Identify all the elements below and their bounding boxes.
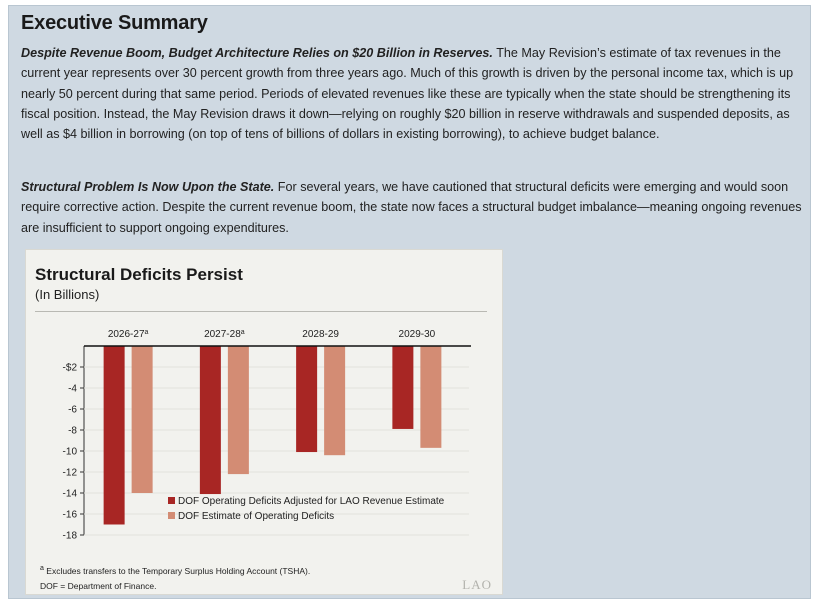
lao-logo: LAO — [462, 577, 492, 592]
y-tick-label: -8 — [68, 426, 77, 437]
bar-dof-estimate — [131, 346, 153, 493]
bar-dof-estimate — [420, 346, 442, 448]
legend-label: DOF Operating Deficits Adjusted for LAO … — [178, 496, 445, 507]
y-tick-label: -14 — [63, 489, 78, 500]
legend-label: DOF Estimate of Operating Deficits — [178, 511, 334, 522]
category-superscript: a — [145, 329, 149, 336]
y-tick-label: -18 — [63, 531, 78, 542]
y-tick-label: -6 — [68, 405, 77, 416]
footnote-dof: DOF = Department of Finance. — [40, 581, 157, 591]
bar-lao-adjusted — [103, 346, 125, 525]
bar-lao-adjusted — [296, 346, 318, 453]
y-tick-label: -12 — [63, 468, 78, 479]
y-tick-label: -16 — [63, 510, 78, 521]
paragraph-reserves: Despite Revenue Boom, Budget Architectur… — [21, 43, 803, 144]
legend-swatch — [168, 497, 175, 504]
y-tick-label: -4 — [68, 384, 77, 395]
bar-lao-adjusted — [199, 346, 221, 495]
chart-subtitle: (In Billions) — [35, 287, 100, 302]
legend-swatch — [168, 512, 175, 519]
category-label: 2027-28a — [204, 329, 245, 340]
category-label: 2026-27a — [108, 329, 149, 340]
executive-summary-panel: Executive Summary Despite Revenue Boom, … — [8, 5, 811, 599]
paragraph-structural: Structural Problem Is Now Upon the State… — [21, 177, 803, 238]
chart-title: Structural Deficits Persist — [35, 265, 243, 284]
y-tick-label: -10 — [63, 447, 78, 458]
figure-structural-deficits: Structural Deficits Persist (In Billions… — [25, 249, 503, 595]
paragraph-reserves-body: The May Revision’s estimate of tax reven… — [21, 46, 794, 142]
page-title: Executive Summary — [21, 12, 208, 34]
chart-title-rule — [35, 311, 487, 312]
footnote-tsha: a Excludes transfers to the Temporary Su… — [40, 565, 310, 576]
bar-dof-estimate — [324, 346, 346, 456]
footnote-tsha-text: Excludes transfers to the Temporary Surp… — [46, 565, 311, 576]
paragraph-structural-lead: Structural Problem Is Now Upon the State… — [21, 180, 275, 194]
paragraph-structural-body: For several years, we have cautioned tha… — [21, 180, 802, 235]
category-superscript: a — [241, 329, 245, 336]
y-tick-label: -$2 — [63, 363, 78, 374]
category-label: 2028-29 — [302, 329, 339, 340]
footnote-marker: a — [40, 565, 44, 572]
paragraph-reserves-lead: Despite Revenue Boom, Budget Architectur… — [21, 46, 493, 60]
bar-dof-estimate — [227, 346, 249, 475]
bar-chart: -$2 -4 -6 -8 -10 -12 -14 -16 -18 2026-27a 2027-28a… — [63, 329, 471, 542]
bar-lao-adjusted — [392, 346, 414, 429]
category-label: 2029-30 — [399, 329, 436, 340]
